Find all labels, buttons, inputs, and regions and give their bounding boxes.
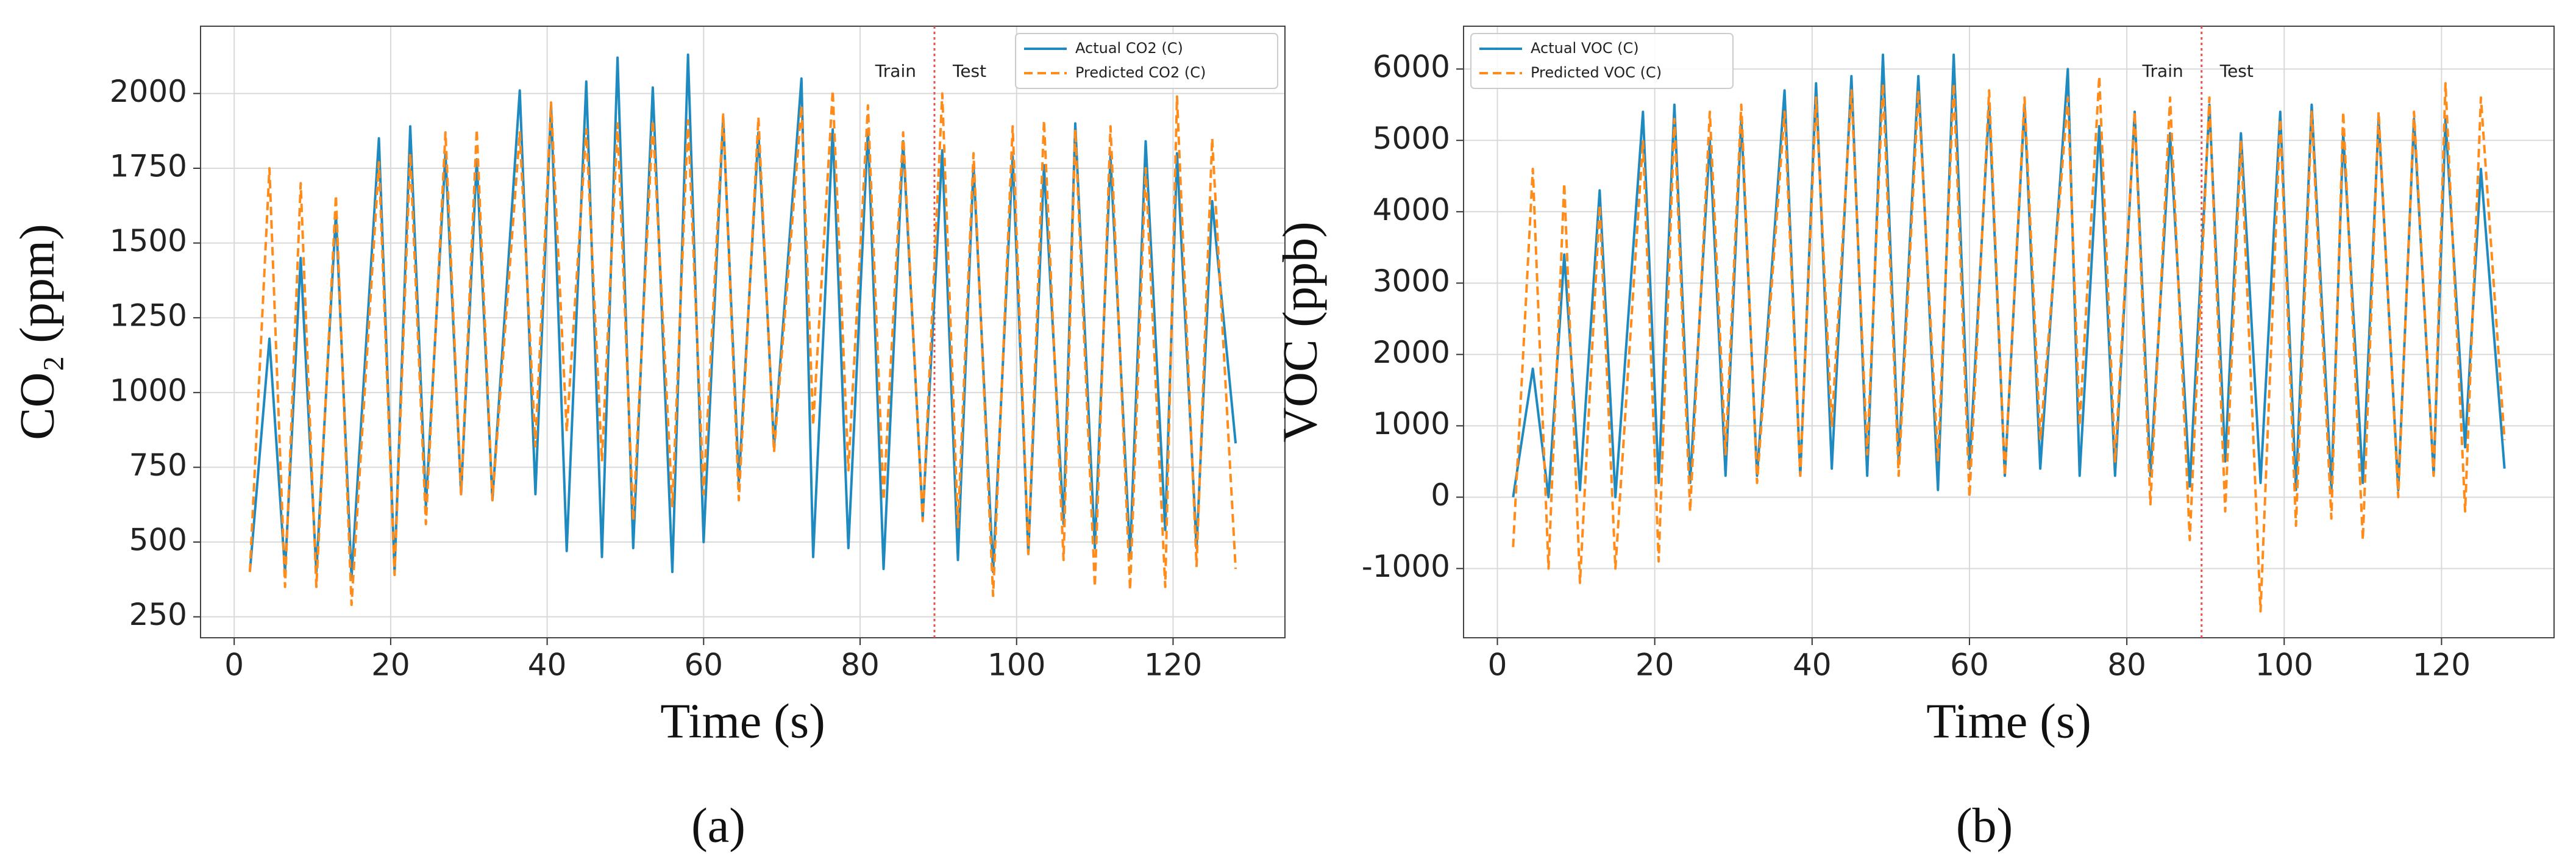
x-tick-label: 20	[371, 648, 410, 683]
caption: (b)	[1956, 799, 2013, 852]
train-label: Train	[2142, 61, 2183, 81]
x-axis-label: Time (s)	[660, 694, 825, 748]
plot-area	[201, 26, 1285, 638]
x-tick-label: 0	[1488, 648, 1507, 683]
legend-label: Actual VOC (C)	[1531, 40, 1639, 57]
legend-label: Predicted CO2 (C)	[1075, 64, 1206, 81]
caption: (a)	[691, 799, 745, 852]
x-tick-label: 120	[1144, 648, 1202, 683]
train-label: Train	[875, 61, 916, 81]
y-tick-label: 0	[1431, 477, 1450, 513]
y-axis-label: CO₂ (ppm)	[10, 224, 64, 440]
y-tick-label: 1000	[1373, 406, 1450, 441]
y-tick-label: 2000	[110, 74, 187, 109]
x-tick-label: 120	[2413, 648, 2471, 683]
plot-area	[1464, 26, 2554, 638]
y-tick-label: 5000	[1373, 121, 1450, 156]
legend-box	[1470, 33, 1734, 89]
legend-label: Predicted VOC (C)	[1531, 64, 1662, 81]
plot-frame	[200, 26, 1286, 638]
x-tick-label: 100	[2255, 648, 2313, 683]
subplot: 0 20 40 60 80 100 120 -1000 0 1000 2000 3000 4000 500…	[1273, 26, 2555, 852]
x-tick-label: 80	[841, 648, 880, 683]
y-tick-label: 500	[129, 523, 187, 558]
y-tick-label: 250	[129, 597, 187, 632]
plot-frame	[1463, 26, 2555, 638]
x-tick-label: 60	[1950, 648, 1989, 683]
legend-label: Actual CO2 (C)	[1075, 40, 1183, 57]
y-tick-label: 2000	[1373, 335, 1450, 370]
y-tick-label: 1750	[110, 148, 187, 184]
x-tick-label: 80	[2107, 648, 2146, 683]
x-tick-label: 100	[987, 648, 1045, 683]
y-tick-label: -1000	[1362, 549, 1450, 584]
x-tick-label: 20	[1635, 648, 1674, 683]
x-axis-label: Time (s)	[1926, 694, 2091, 748]
y-tick-label: 1250	[110, 298, 187, 334]
y-tick-label: 6000	[1373, 49, 1450, 85]
y-tick-label: 1500	[110, 223, 187, 259]
subplot: 0 20 40 60 80 100 120 250 500 750 1000 1250 1500 1750…	[10, 26, 1286, 852]
y-tick-label: 4000	[1373, 192, 1450, 227]
test-label: Test	[952, 61, 986, 81]
x-tick-label: 40	[528, 648, 567, 683]
x-tick-label: 0	[224, 648, 244, 683]
legend-box	[1015, 33, 1278, 89]
data-line	[1512, 74, 2506, 613]
x-tick-label: 60	[685, 648, 724, 683]
y-tick-label: 1000	[110, 373, 187, 408]
y-axis-label: VOC (ppb)	[1273, 221, 1327, 442]
data-line	[248, 89, 1237, 606]
y-tick-label: 3000	[1373, 263, 1450, 299]
test-label: Test	[2219, 61, 2254, 81]
y-tick-label: 750	[129, 448, 187, 483]
x-tick-label: 40	[1793, 648, 1832, 683]
